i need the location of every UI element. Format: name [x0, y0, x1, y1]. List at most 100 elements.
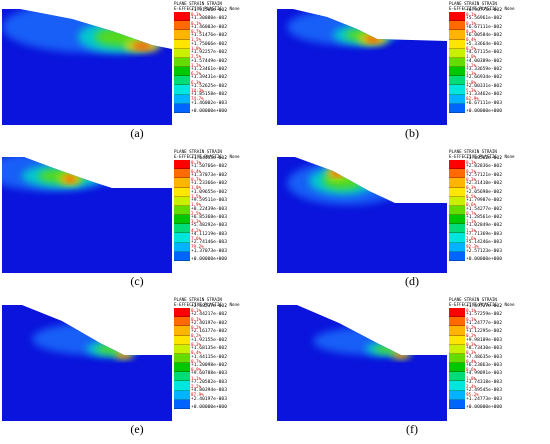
- legend-value: +9.98109e-003: [466, 337, 502, 343]
- contour-legend: PLANE STRAIN STRAIN E-EFFECTIVE PLASTIC ,…: [447, 296, 549, 426]
- legend-percentage: 2.2%: [191, 383, 202, 389]
- legend-value: +1.69727e-002: [466, 304, 502, 309]
- legend-swatch: [174, 39, 190, 49]
- legend-swatch: [174, 196, 190, 206]
- legend-color-bar: [174, 160, 190, 261]
- legend-percentage: 1.5%: [191, 37, 202, 43]
- legend-value: +1.23366e-002: [191, 181, 227, 187]
- legend-value: +3.74318e-003: [466, 379, 502, 385]
- legend-percentage: 0.3%: [191, 341, 202, 347]
- legend-swatch: [174, 30, 190, 40]
- legend-value: +1.57449e-002: [191, 58, 227, 64]
- legend-percentage: 3.3%: [191, 219, 202, 225]
- legend-value: +7.20582e-003: [191, 379, 227, 385]
- strain-contour-4: [365, 36, 381, 42]
- legend-swatch: [449, 335, 465, 345]
- legend-percentage: 0.7%: [191, 177, 202, 183]
- legend-value: +0.00000e+000: [191, 405, 227, 410]
- legend-percentage: 6.3%: [191, 79, 202, 85]
- legend-value: +5.48292e-003: [191, 223, 227, 229]
- legend-percentage: 0.2%: [466, 333, 477, 339]
- legend-value: +1.23461e-002: [191, 66, 227, 72]
- legend-percentage: 0.1%: [191, 160, 202, 166]
- legend-value: +1.54277e-002: [466, 206, 502, 212]
- legend-title-line2: E-EFFECTIVE PLASTIC , None: [174, 5, 240, 11]
- legend-percentage: 0.3%: [466, 350, 477, 356]
- legend-color-bar: [449, 12, 465, 113]
- slope-contour-plot: [277, 305, 447, 421]
- legend-value: +4.67115e-002: [466, 50, 502, 56]
- panel-f: PLANE STRAIN STRAIN E-EFFECTIVE PLASTIC ,…: [275, 296, 550, 444]
- legend-value: +1.64455e-002: [191, 156, 227, 161]
- legend-value: +4.11219e-003: [191, 231, 227, 237]
- legend-value: +1.37073e-002: [191, 172, 227, 178]
- legend-color-bar: [174, 308, 190, 409]
- legend-percentage: 0.2%: [466, 325, 477, 331]
- legend-swatch: [174, 344, 190, 354]
- legend-swatch: [449, 399, 465, 409]
- legend-percentage: 0.3%: [466, 341, 477, 347]
- legend-value: +5.14246e-003: [466, 240, 502, 246]
- strain-contour-2: [96, 344, 128, 354]
- legend-percentage: 0.3%: [191, 12, 202, 18]
- slope-contour-plot: [277, 157, 447, 273]
- legend-value: +1.46003e-002: [191, 24, 227, 30]
- legend-percentage: 0.4%: [466, 358, 477, 364]
- legend-percentage: 3.3%: [191, 62, 202, 68]
- legend-value: +1.75066e-002: [191, 41, 227, 47]
- legend-value: +1.92155e-002: [191, 337, 227, 343]
- legend-swatch: [174, 363, 190, 373]
- legend-percentage: 1.8%: [191, 45, 202, 51]
- legend-percentage: 0.1%: [466, 160, 477, 166]
- legend-percentage: 2.6%: [466, 235, 477, 241]
- legend-value: +2.82836e-002: [466, 164, 502, 170]
- panel-caption: (d): [405, 274, 419, 288]
- legend-swatch: [174, 21, 190, 31]
- legend-swatch: [449, 390, 465, 400]
- legend-value: +8.73430e-003: [466, 346, 502, 352]
- legend-percentage: 1.1%: [466, 219, 477, 225]
- legend-value: +6.67111e-003: [466, 100, 502, 106]
- legend-title-line1: PLANE STRAIN STRAIN: [174, 149, 222, 154]
- panel-d: PLANE STRAIN STRAIN E-EFFECTIVE PLASTIC ,…: [275, 148, 550, 296]
- legend-title: PLANE STRAIN STRAIN E-EFFECTIVE PLASTIC ,…: [449, 297, 515, 307]
- soil-domain: [2, 305, 172, 421]
- legend-swatch: [174, 308, 190, 318]
- legend-value: +0.00000e+000: [466, 257, 502, 262]
- strain-contour-2: [374, 344, 404, 354]
- strain-contour-4: [396, 353, 406, 357]
- panel-a: PLANE STRAIN STRAIN E-EFFECTIVE PLASTIC ,…: [0, 0, 275, 148]
- soil-domain: [277, 305, 447, 421]
- legend-value: +2.57123e-003: [466, 248, 502, 254]
- legend-value: +9.60788e-003: [191, 371, 227, 377]
- panel-caption: (b): [405, 126, 419, 140]
- legend-color-bar: [449, 308, 465, 409]
- legend-percentage: 4.2%: [191, 227, 202, 233]
- legend-percentage: 1.8%: [466, 79, 477, 85]
- legend-swatch: [174, 94, 190, 104]
- legend-swatch: [449, 30, 465, 40]
- legend-value: +2.68237e-002: [191, 304, 227, 309]
- legend-percentage: 0.4%: [191, 350, 202, 356]
- legend-value: +1.02849e-002: [466, 223, 502, 229]
- legend-percentage: 1.0%: [466, 375, 477, 381]
- legend-value: +1.09655e-002: [191, 189, 227, 195]
- legend-value: +6.67111e-002: [466, 24, 502, 30]
- legend-percentage: 1.9%: [191, 202, 202, 208]
- legend-value: +1.12295e-002: [466, 329, 502, 335]
- panel-b: PLANE STRAIN STRAIN E-EFFECTIVE PLASTIC ,…: [275, 0, 550, 148]
- legend-title: PLANE STRAIN STRAIN E-EFFECTIVE PLASTIC ,…: [174, 297, 240, 307]
- legend-swatch: [174, 12, 190, 22]
- legend-swatch: [449, 344, 465, 354]
- legend-percentage: 1.3%: [466, 71, 477, 77]
- legend-swatch: [449, 251, 465, 261]
- contour-legend: PLANE STRAIN STRAIN E-EFFECTIVE PLASTIC ,…: [447, 0, 549, 130]
- legend-value: +2.31410e-002: [466, 181, 502, 187]
- legend-swatch: [449, 196, 465, 206]
- legend-value: +2.74146e-003: [191, 240, 227, 246]
- legend-percentage: 0.2%: [466, 168, 477, 174]
- legend-title-line2: E-EFFECTIVE PLASTIC , None: [449, 5, 515, 11]
- legend-title: PLANE STRAIN STRAIN E-EFFECTIVE PLASTIC ,…: [449, 1, 515, 11]
- legend-value: +6.85368e-003: [191, 214, 227, 220]
- legend-value: +1.52625e-002: [191, 83, 227, 89]
